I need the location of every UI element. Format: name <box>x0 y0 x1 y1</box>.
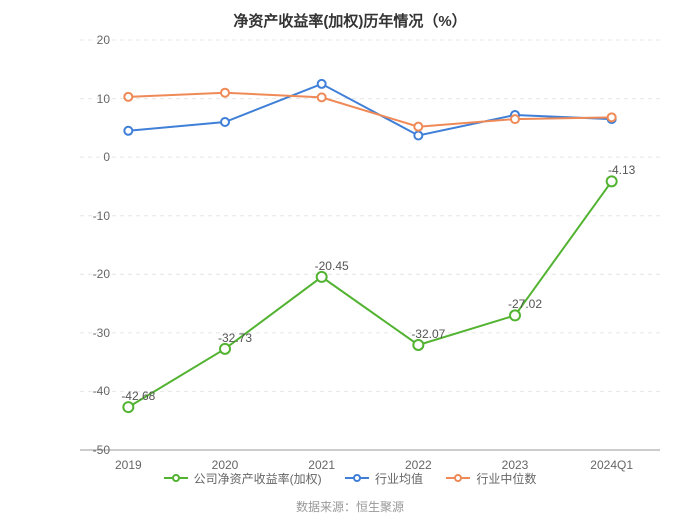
legend-item-company: 公司净资产收益率(加权) <box>164 470 322 487</box>
ytick-label: -20 <box>80 267 110 281</box>
data-label-company: -20.45 <box>315 259 349 273</box>
legend-label-industry-avg: 行业均值 <box>375 470 423 487</box>
ytick-label: -10 <box>80 209 110 223</box>
series-marker-industry_avg <box>414 131 422 139</box>
xtick-label: 2022 <box>405 458 432 472</box>
xtick-label: 2019 <box>115 458 142 472</box>
data-label-company: -42.68 <box>121 389 155 403</box>
series-line-company <box>128 181 611 407</box>
series-marker-company <box>220 344 230 354</box>
chart-title: 净资产收益率(加权)历年情况（%） <box>0 10 700 31</box>
ytick-label: -50 <box>80 443 110 457</box>
ytick-label: -30 <box>80 326 110 340</box>
legend-marker-industry-avg <box>345 472 369 484</box>
chart-svg <box>80 40 660 450</box>
series-line-industry_avg <box>128 84 611 136</box>
series-marker-industry_median <box>414 123 422 131</box>
series-marker-industry_avg <box>318 80 326 88</box>
legend-marker-industry-median <box>446 472 470 484</box>
source-label: 数据来源：恒生聚源 <box>0 498 700 515</box>
series-marker-industry_median <box>608 113 616 121</box>
plot-area <box>80 40 660 450</box>
ytick-label: -40 <box>80 384 110 398</box>
legend-label-company: 公司净资产收益率(加权) <box>194 470 322 487</box>
legend-item-industry-median: 行业中位数 <box>446 470 536 487</box>
ytick-label: 0 <box>80 150 110 164</box>
roe-chart: 净资产收益率(加权)历年情况（%） 公司净资产收益率(加权) 行业均值 行业中位… <box>0 0 700 525</box>
xtick-label: 2021 <box>308 458 335 472</box>
series-marker-industry_median <box>124 93 132 101</box>
data-label-company: -32.73 <box>218 331 252 345</box>
series-marker-company <box>607 176 617 186</box>
xtick-label: 2020 <box>212 458 239 472</box>
ytick-label: 10 <box>80 92 110 106</box>
series-marker-industry_avg <box>221 118 229 126</box>
xtick-label: 2024Q1 <box>590 458 633 472</box>
legend-label-industry-median: 行业中位数 <box>476 470 536 487</box>
series-marker-industry_median <box>318 93 326 101</box>
legend: 公司净资产收益率(加权) 行业均值 行业中位数 <box>0 470 700 488</box>
series-marker-industry_avg <box>124 127 132 135</box>
series-marker-company <box>413 340 423 350</box>
data-label-company: -4.13 <box>608 163 635 177</box>
series-marker-company <box>317 272 327 282</box>
legend-item-industry-avg: 行业均值 <box>345 470 423 487</box>
series-marker-company <box>123 402 133 412</box>
series-marker-company <box>510 310 520 320</box>
ytick-label: 20 <box>80 33 110 47</box>
legend-marker-company <box>164 472 188 484</box>
series-marker-industry_median <box>511 115 519 123</box>
xtick-label: 2023 <box>502 458 529 472</box>
data-label-company: -27.02 <box>508 297 542 311</box>
data-label-company: -32.07 <box>411 327 445 341</box>
series-marker-industry_median <box>221 89 229 97</box>
